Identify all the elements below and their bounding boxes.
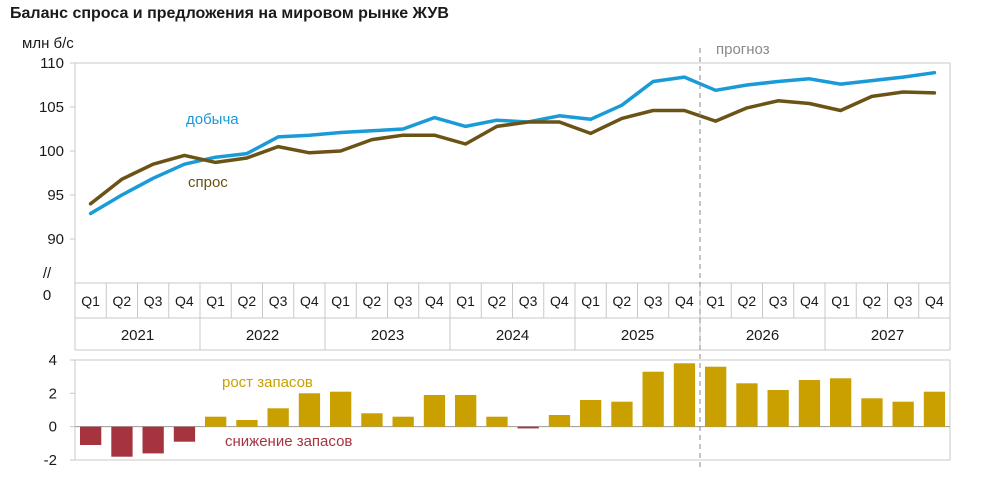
y-tick-label: 95 — [47, 187, 64, 204]
quarter-tick-label: Q1 — [206, 293, 225, 309]
quarter-tick-label: Q4 — [925, 293, 944, 309]
bar-label-stock-build: рост запасов — [222, 374, 313, 391]
bar-stock-build — [580, 400, 602, 427]
bar-stock-draw — [517, 426, 539, 429]
series-label-demand: спрос — [188, 174, 228, 191]
quarter-tick-label: Q1 — [456, 293, 475, 309]
quarter-tick-label: Q1 — [831, 293, 850, 309]
bar-series-group — [80, 363, 946, 457]
quarter-tick-label: Q2 — [863, 293, 882, 309]
bar-stock-build — [486, 416, 508, 427]
bar-stock-draw — [80, 426, 102, 445]
quarter-tick-label: Q1 — [581, 293, 600, 309]
series-line-demand — [88, 90, 937, 206]
year-tick-label: 2023 — [371, 327, 404, 344]
bar-stock-build — [423, 395, 446, 427]
quarter-tick-label: Q2 — [363, 293, 382, 309]
bar-label-stock-draw: снижение запасов — [225, 433, 352, 450]
quarter-tick-label: Q3 — [144, 293, 163, 309]
quarter-tick-label: Q4 — [425, 293, 444, 309]
bar-chart-frame — [74, 359, 951, 461]
bar-stock-build — [642, 371, 664, 427]
y-tick-label: 105 — [39, 99, 64, 116]
bar-stock-draw — [173, 426, 196, 442]
bar-stock-build — [361, 413, 383, 427]
bar-stock-draw — [111, 426, 133, 457]
quarter-tick-label: Q1 — [81, 293, 100, 309]
bar-stock-build — [236, 420, 258, 427]
chart-title: Баланс спроса и предложения на мировом р… — [10, 5, 449, 22]
quarter-tick-label: Q2 — [613, 293, 632, 309]
bar-stock-build — [205, 416, 227, 427]
quarter-tick-label: Q3 — [769, 293, 788, 309]
quarter-tick-label: Q3 — [644, 293, 663, 309]
bar-stock-build — [673, 363, 696, 427]
year-tick-label: 2024 — [496, 327, 529, 344]
quarter-tick-label: Q3 — [894, 293, 913, 309]
quarter-tick-label: Q1 — [706, 293, 725, 309]
quarter-tick-label: Q4 — [175, 293, 194, 309]
bar-stock-build — [798, 380, 821, 427]
year-tick-label: 2026 — [746, 327, 779, 344]
axis-break-marker: // — [43, 265, 52, 282]
year-tick-label: 2025 — [621, 327, 654, 344]
bar-stock-build — [298, 393, 321, 427]
y-tick-label-zero: 0 — [43, 287, 51, 304]
quarter-tick-label: Q4 — [300, 293, 319, 309]
bar-stock-build — [923, 391, 946, 427]
bar-y-tick-label: 4 — [49, 352, 57, 369]
y-axis-unit-label: млн б/с — [22, 35, 74, 52]
quarter-tick-label: Q1 — [331, 293, 350, 309]
year-tick-label: 2027 — [871, 327, 904, 344]
bar-stock-build — [736, 383, 758, 427]
line-chart-y-axis: млн б/с 110 105 100 95 90 // 0 — [22, 35, 75, 304]
year-tick-label: 2021 — [121, 327, 154, 344]
bar-stock-build — [705, 366, 727, 427]
bar-stock-build — [548, 415, 571, 427]
line-series-group — [88, 70, 937, 216]
quarter-tick-label: Q3 — [394, 293, 413, 309]
quarter-tick-label: Q4 — [675, 293, 694, 309]
quarter-tick-label: Q2 — [738, 293, 757, 309]
series-line-production — [88, 70, 937, 216]
bar-y-tick-label: -2 — [44, 452, 57, 469]
bar-stock-build — [861, 398, 883, 427]
quarter-tick-label: Q3 — [519, 293, 538, 309]
y-tick-label: 90 — [47, 231, 64, 248]
quarter-tick-label: Q4 — [800, 293, 819, 309]
year-tick-label: 2022 — [246, 327, 279, 344]
bar-stock-draw — [142, 426, 164, 454]
quarter-tick-label: Q2 — [113, 293, 132, 309]
series-label-production: добыча — [186, 111, 239, 128]
bar-stock-build — [892, 401, 914, 427]
quarter-tick-label: Q2 — [488, 293, 507, 309]
bar-stock-build — [455, 395, 477, 427]
series-labels: добыча спрос рост запасов снижение запасов — [186, 111, 352, 450]
bar-y-tick-label: 2 — [49, 385, 57, 402]
bar-stock-build — [830, 378, 852, 427]
y-tick-label: 100 — [39, 143, 64, 160]
bar-stock-build — [392, 416, 414, 427]
bar-stock-build — [330, 391, 352, 427]
bar-y-tick-label: 0 — [49, 419, 57, 436]
quarter-axis: Q1 Q2 Q3 Q4 Q1 Q2 Q3 Q4 Q1 Q2 Q3 Q4 Q1 Q2 Q3 Q4 Q1 Q2 Q3 Q4… — [81, 283, 944, 350]
bar-stock-build — [767, 390, 789, 427]
quarter-tick-label: Q2 — [238, 293, 257, 309]
forecast-divider: прогноз — [699, 41, 770, 470]
bar-stock-build — [267, 408, 289, 427]
y-tick-label: 110 — [40, 55, 64, 72]
quarter-tick-label: Q3 — [269, 293, 288, 309]
bar-stock-build — [611, 401, 633, 427]
quarter-tick-label: Q4 — [550, 293, 569, 309]
forecast-label: прогноз — [716, 41, 770, 58]
bar-chart-border — [74, 359, 951, 461]
